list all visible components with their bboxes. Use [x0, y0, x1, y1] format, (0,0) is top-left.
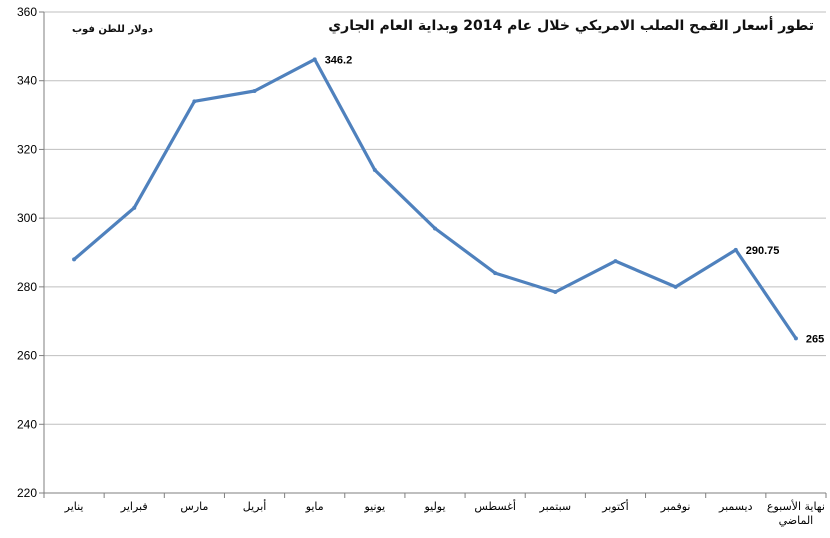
x-tick-label: مايو — [305, 500, 324, 513]
data-point — [613, 259, 618, 264]
x-tick-label: أغسطس — [474, 499, 516, 513]
data-point — [72, 257, 77, 262]
y-tick-label: 340 — [17, 74, 37, 88]
chart-title: تطور أسعار القمح الصلب الامريكي خلال عام… — [328, 18, 814, 34]
data-point — [372, 168, 377, 173]
data-point — [132, 205, 137, 210]
data-label: 265 — [806, 333, 824, 345]
data-label: 290.75 — [746, 245, 780, 257]
x-tick-label: ديسمبر — [718, 500, 753, 513]
y-tick-label: 220 — [17, 486, 37, 500]
y-tick-label: 360 — [17, 5, 37, 19]
x-tick-label: يونيو — [363, 500, 385, 513]
x-tick-label: نوفمبر — [660, 500, 691, 513]
y-tick-label: 300 — [17, 211, 37, 225]
data-point — [433, 226, 437, 231]
x-tick-label: يوليو — [423, 500, 445, 513]
data-point — [793, 336, 798, 341]
x-tick-label: نهاية الأسبوع الماضي — [767, 499, 825, 527]
data-point — [733, 247, 738, 252]
x-tick-label: فبراير — [120, 500, 148, 513]
y-tick-label: 240 — [17, 417, 37, 431]
x-tick-label: أكتوبر — [601, 499, 628, 513]
data-point — [673, 284, 678, 289]
y-axis-unit-label: دولار للطن فوب — [72, 24, 153, 35]
y-tick-label: 280 — [17, 280, 37, 294]
data-point — [493, 271, 498, 276]
x-tick-label: يناير — [64, 500, 84, 513]
x-tick-label: سبتمبر — [539, 500, 572, 513]
data-point — [312, 57, 317, 62]
x-tick-label: أبريل — [243, 499, 267, 513]
y-tick-label: 260 — [17, 349, 37, 363]
y-tick-label: 320 — [17, 142, 37, 156]
data-label: 346.2 — [325, 54, 353, 66]
data-point — [553, 290, 558, 295]
x-tick-label: مارس — [180, 500, 208, 513]
data-point — [192, 99, 197, 104]
data-point — [252, 89, 257, 94]
series-line — [72, 57, 798, 340]
